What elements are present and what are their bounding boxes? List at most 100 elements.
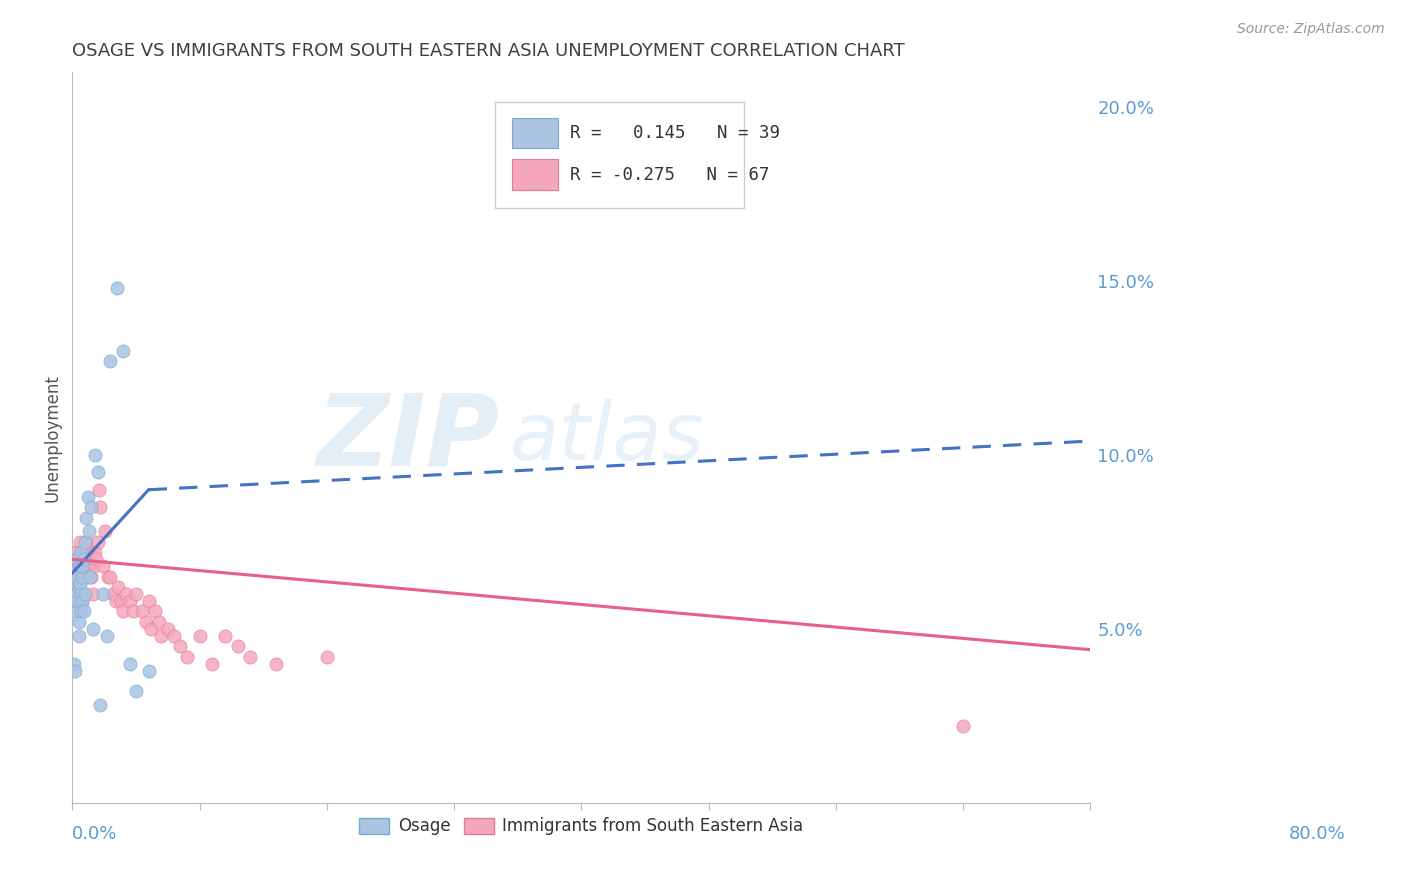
Point bbox=[65, 569, 87, 583]
Point bbox=[86, 535, 108, 549]
Point bbox=[70, 604, 93, 618]
Point bbox=[239, 649, 262, 664]
Point bbox=[163, 629, 186, 643]
Text: 0.0%: 0.0% bbox=[72, 824, 118, 843]
Point bbox=[139, 622, 162, 636]
Point bbox=[214, 629, 236, 643]
FancyBboxPatch shape bbox=[495, 102, 744, 208]
Point bbox=[73, 604, 96, 618]
Point bbox=[83, 559, 105, 574]
Y-axis label: Unemployment: Unemployment bbox=[44, 374, 60, 501]
Point bbox=[66, 552, 89, 566]
FancyBboxPatch shape bbox=[512, 118, 558, 148]
Point bbox=[70, 587, 93, 601]
Point bbox=[80, 569, 103, 583]
Point bbox=[73, 569, 96, 583]
Point bbox=[63, 604, 86, 618]
Point bbox=[91, 559, 114, 574]
Point bbox=[62, 657, 84, 671]
Point bbox=[135, 615, 157, 629]
Point bbox=[226, 639, 249, 653]
FancyBboxPatch shape bbox=[512, 160, 558, 190]
Point bbox=[110, 594, 132, 608]
Point bbox=[69, 569, 91, 583]
Point bbox=[96, 629, 118, 643]
Point bbox=[150, 629, 173, 643]
Point bbox=[79, 545, 101, 559]
Point bbox=[72, 594, 94, 608]
Point bbox=[63, 559, 86, 574]
Point bbox=[67, 629, 90, 643]
Point bbox=[69, 576, 91, 591]
Text: R =   0.145   N = 39: R = 0.145 N = 39 bbox=[571, 124, 780, 142]
Point bbox=[76, 569, 98, 583]
Point bbox=[73, 587, 96, 601]
Point bbox=[97, 569, 120, 583]
Point bbox=[84, 545, 107, 559]
Text: OSAGE VS IMMIGRANTS FROM SOUTH EASTERN ASIA UNEMPLOYMENT CORRELATION CHART: OSAGE VS IMMIGRANTS FROM SOUTH EASTERN A… bbox=[72, 42, 905, 60]
Point bbox=[148, 615, 170, 629]
Point bbox=[201, 657, 224, 671]
Point bbox=[70, 545, 93, 559]
Text: R = -0.275   N = 67: R = -0.275 N = 67 bbox=[571, 166, 769, 184]
Point bbox=[75, 510, 97, 524]
Point bbox=[952, 719, 974, 733]
Point bbox=[118, 657, 141, 671]
Point bbox=[89, 698, 111, 713]
Point bbox=[84, 448, 107, 462]
Point bbox=[86, 552, 108, 566]
Point bbox=[67, 559, 90, 574]
Point bbox=[66, 552, 89, 566]
Text: atlas: atlas bbox=[510, 399, 704, 476]
Point bbox=[63, 594, 86, 608]
Point bbox=[82, 622, 104, 636]
Point bbox=[77, 524, 100, 539]
Point bbox=[86, 466, 108, 480]
Point bbox=[125, 587, 148, 601]
Point bbox=[73, 587, 96, 601]
Point bbox=[87, 483, 110, 497]
Point bbox=[112, 604, 135, 618]
Point bbox=[70, 587, 93, 601]
Point bbox=[76, 490, 98, 504]
Point bbox=[104, 594, 127, 608]
Point bbox=[101, 587, 124, 601]
Point bbox=[72, 545, 94, 559]
Point bbox=[65, 545, 87, 559]
Point bbox=[94, 524, 117, 539]
Point bbox=[112, 343, 135, 358]
Point bbox=[63, 664, 86, 678]
Point bbox=[67, 580, 90, 594]
Point bbox=[264, 657, 287, 671]
Point bbox=[315, 649, 337, 664]
Point bbox=[69, 559, 91, 574]
Point bbox=[79, 569, 101, 583]
Point bbox=[114, 587, 136, 601]
Point bbox=[122, 604, 145, 618]
Point bbox=[138, 594, 160, 608]
Point bbox=[72, 594, 94, 608]
Text: 80.0%: 80.0% bbox=[1288, 824, 1346, 843]
Point bbox=[105, 281, 128, 295]
Point bbox=[75, 559, 97, 574]
Point bbox=[72, 569, 94, 583]
Point bbox=[138, 664, 160, 678]
Point bbox=[73, 552, 96, 566]
Point bbox=[77, 559, 100, 574]
Point bbox=[176, 649, 198, 664]
Point bbox=[188, 629, 211, 643]
Point bbox=[65, 569, 87, 583]
Text: Source: ZipAtlas.com: Source: ZipAtlas.com bbox=[1237, 22, 1385, 37]
Point bbox=[89, 500, 111, 515]
Point bbox=[69, 535, 91, 549]
Point bbox=[100, 569, 122, 583]
Point bbox=[156, 622, 179, 636]
Point bbox=[65, 587, 87, 601]
Point bbox=[62, 580, 84, 594]
Point bbox=[131, 604, 153, 618]
Point bbox=[66, 594, 89, 608]
Point bbox=[73, 535, 96, 549]
Legend: Osage, Immigrants from South Eastern Asia: Osage, Immigrants from South Eastern Asi… bbox=[353, 811, 810, 842]
Point bbox=[67, 615, 90, 629]
Point bbox=[118, 594, 141, 608]
